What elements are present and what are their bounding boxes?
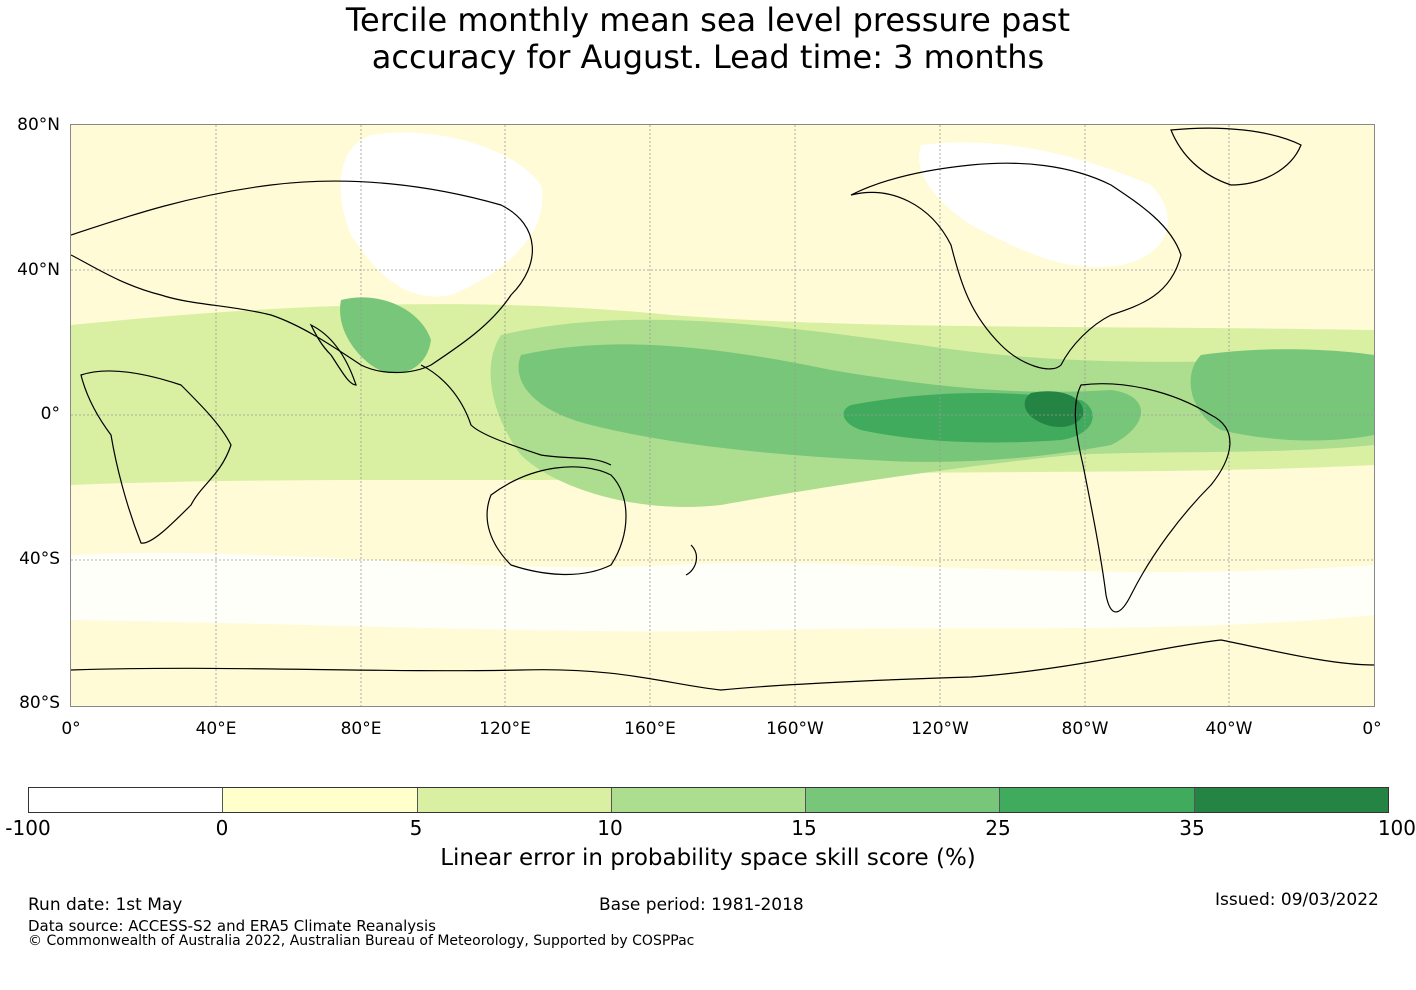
colorbar-segment-6: [1000, 788, 1195, 812]
skill-region-white-north-asia: [340, 132, 543, 297]
coast-north-america: [850, 162, 1182, 370]
colorbar-label: Linear error in probability space skill …: [440, 845, 976, 871]
colorbar-tick-0: 0: [215, 816, 229, 840]
copyright: © Commonwealth of Australia 2022, Austra…: [28, 933, 695, 949]
coast-antarctica: [71, 639, 1374, 691]
lon-label-120w: 120°W: [911, 719, 969, 739]
colorbar-segment-2: [223, 788, 418, 812]
lon-label-160e: 160°E: [624, 719, 676, 739]
graticule: [71, 125, 1374, 706]
colorbar-segment-7: [1194, 788, 1388, 812]
data-source: Data source: ACCESS-S2 and ERA5 Climate …: [28, 917, 436, 935]
lat-label-80s: 80°S: [19, 693, 60, 713]
lon-label-80e: 80°E: [340, 719, 382, 739]
lon-label-40w: 40°W: [1205, 719, 1253, 739]
map-canvas: [71, 125, 1374, 706]
lon-label-40e: 40°E: [195, 719, 237, 739]
colorbar-segment-4: [611, 788, 807, 812]
skill-region-atlantic-green: [1190, 349, 1374, 441]
colorbar-tick-100: 100: [1377, 816, 1416, 840]
lat-label-0: 0°: [40, 404, 60, 424]
skill-region-darkest-green: [1024, 391, 1084, 427]
coast-australia: [486, 466, 627, 576]
skill-region-white-north-america: [919, 142, 1168, 267]
colorbar-tick-5: 5: [409, 816, 423, 840]
colorbar-segment-1: [29, 788, 224, 812]
coast-india: [309, 323, 357, 386]
colorbar-tick-10: 10: [597, 816, 623, 840]
lon-label-120e: 120°E: [479, 719, 531, 739]
colorbar-segment-5: [806, 788, 1001, 812]
colorbar: [28, 787, 1389, 813]
lat-label-40n: 40°N: [17, 260, 60, 280]
colorbar-tick-35: 35: [1179, 816, 1205, 840]
lat-label-80n: 80°N: [17, 115, 60, 135]
colorbar-tick-25: 25: [985, 816, 1011, 840]
skill-region-white-south: [71, 552, 1374, 632]
run-date: Run date: 1st May: [28, 895, 183, 915]
coast-greenland: [1170, 127, 1302, 186]
coast-europe-asia: [71, 180, 533, 374]
lat-label-40s: 40°S: [19, 549, 60, 569]
coastlines: [71, 127, 1374, 691]
skill-region-bay-of-bengal: [340, 297, 431, 373]
lon-label-0-east: 0°: [1362, 719, 1382, 739]
colorbar-tick-minus100: -100: [5, 816, 51, 840]
coast-se-asia: [420, 364, 612, 466]
lon-label-160w: 160°W: [766, 719, 824, 739]
issued-date: Issued: 09/03/2022: [1215, 890, 1379, 910]
skill-map: [70, 124, 1375, 707]
coast-south-america: [1074, 383, 1231, 613]
skill-fill: [71, 132, 1374, 632]
base-period: Base period: 1981-2018: [599, 895, 804, 915]
colorbar-segment-3: [417, 788, 612, 812]
colorbar-tick-15: 15: [791, 816, 817, 840]
map-title: Tercile monthly mean sea level pressure …: [0, 2, 1416, 76]
title-line-1: Tercile monthly mean sea level pressure …: [345, 1, 1071, 39]
coast-new-zealand: [685, 544, 698, 576]
coast-africa: [80, 370, 232, 544]
lon-label-80w: 80°W: [1061, 719, 1109, 739]
lon-label-0-west: 0°: [61, 719, 81, 739]
title-line-2: accuracy for August. Lead time: 3 months: [371, 38, 1045, 76]
